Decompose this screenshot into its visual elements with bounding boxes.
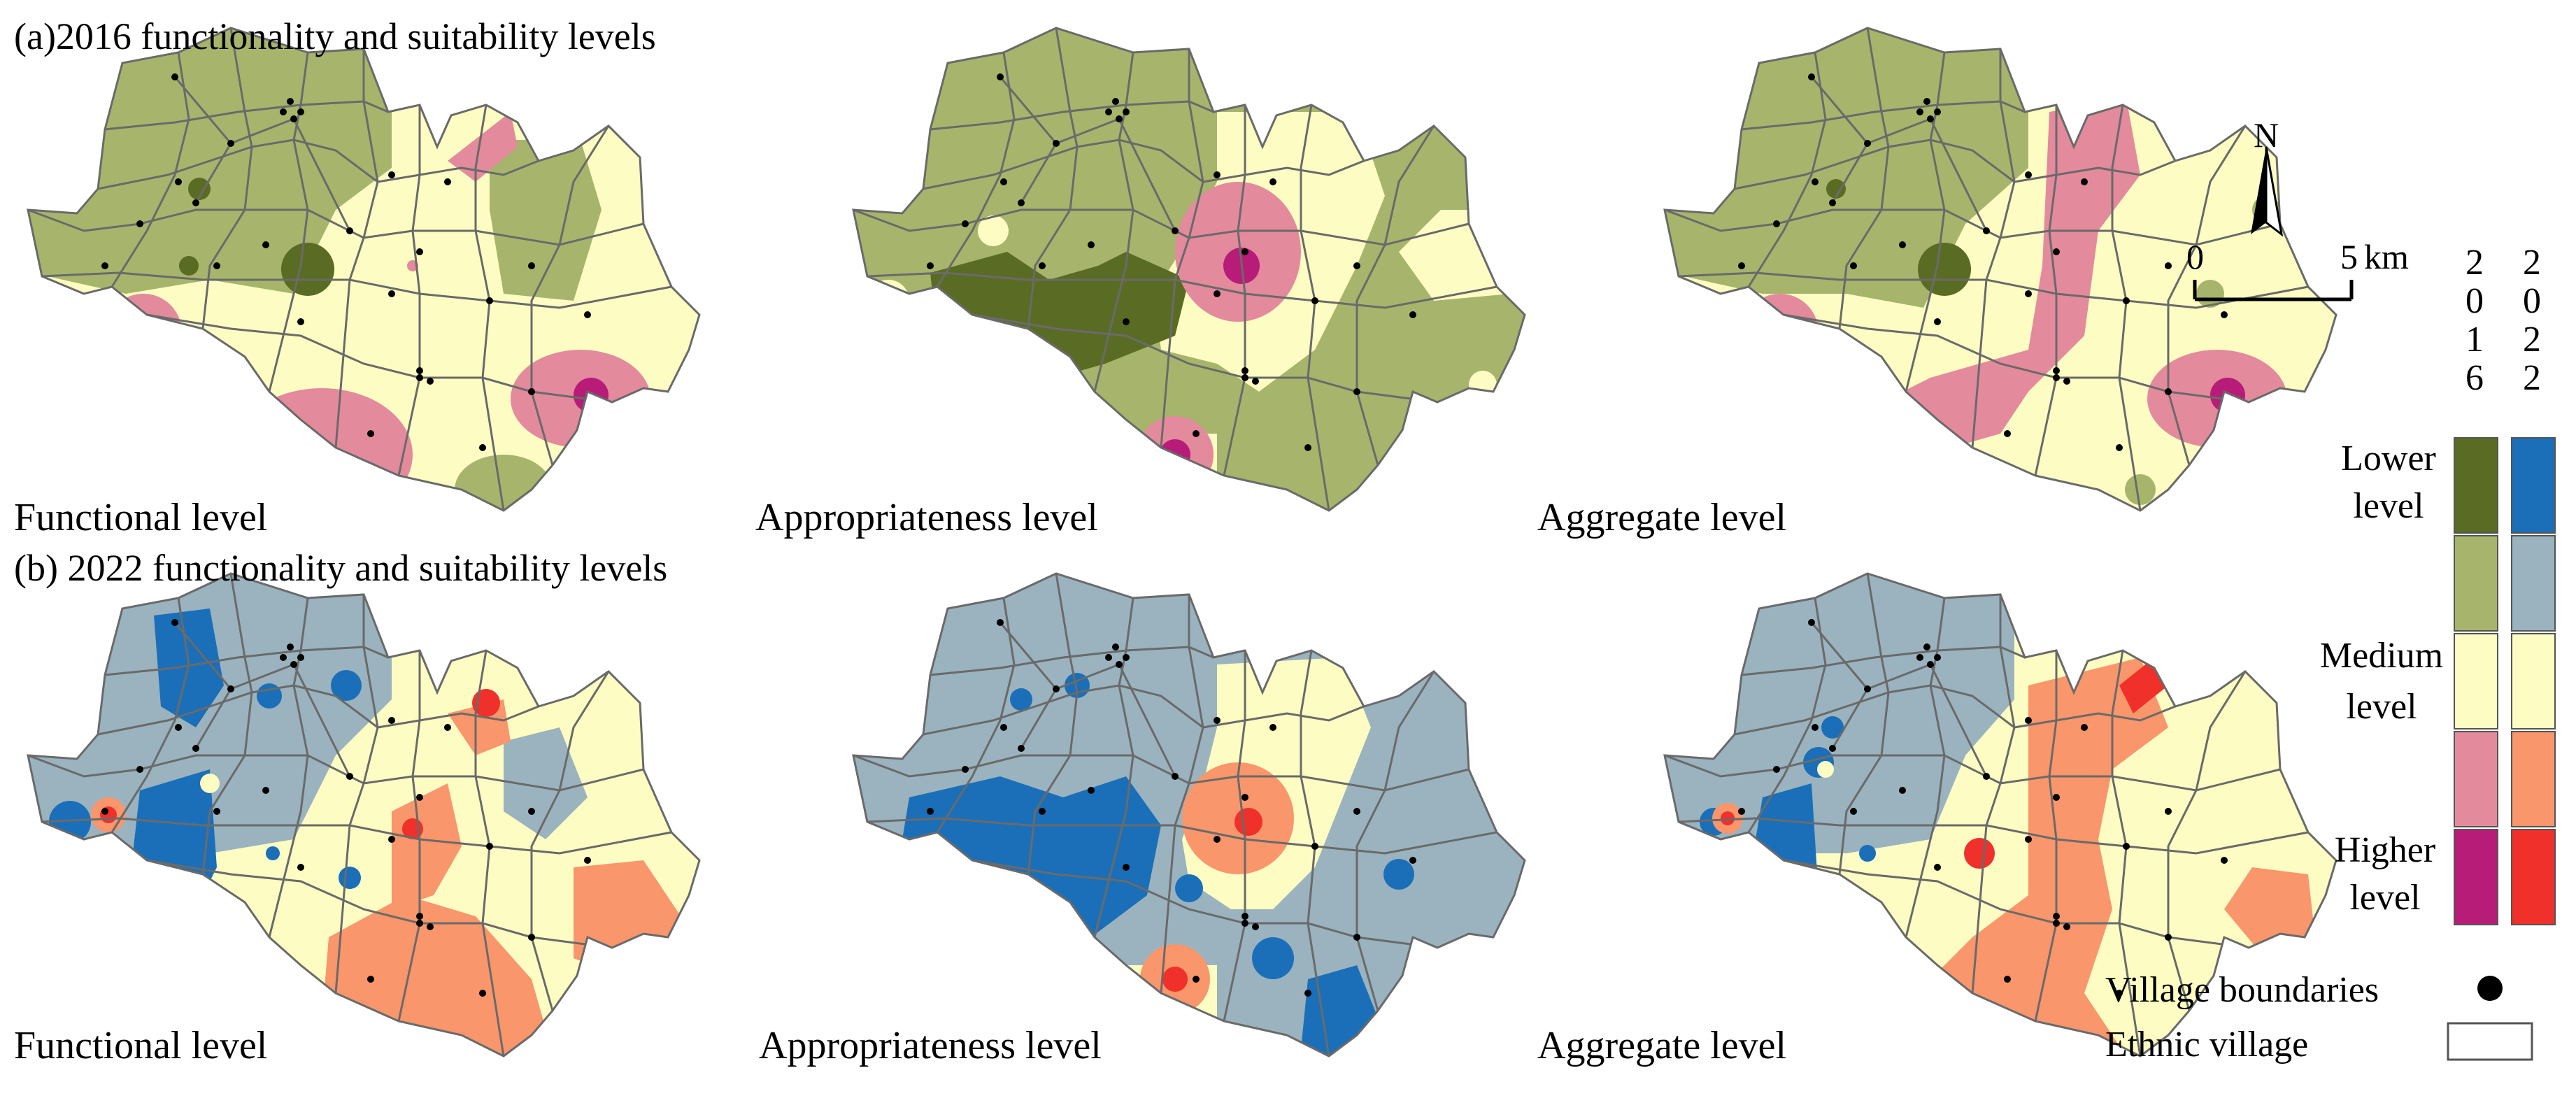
legend-lower-line2: level [2353,486,2424,526]
legend-higher-line1: Higher [2334,830,2436,870]
year-2016-digit-4: 6 [2465,358,2484,398]
legend-swatch-2022-medium-high [2511,731,2556,827]
year-2016-digit-2: 0 [2465,281,2484,321]
panel-label-2016-aggregate: Aggregate level [1537,496,1787,539]
panel-label-2022-functional: Functional level [14,1024,268,1067]
scale-end-label: 5 [2340,237,2358,276]
legend-lower-line1: Lower [2341,439,2436,478]
legend-village-boundaries-label: Village boundaries [2105,970,2379,1010]
north-arrow-icon [2251,146,2284,237]
scale-bar [2193,280,2354,301]
map-2022-aggregate [1663,572,2337,1058]
year-2022-digit-2: 0 [2523,281,2541,321]
year-2016-digit-3: 1 [2465,320,2484,360]
legend-ethnic-village-label: Ethnic village [2105,1025,2309,1065]
map-2016-aggregate [1663,27,2337,512]
legend-medium-line1: Medium [2319,636,2444,676]
map-2022-appropriateness [852,572,1526,1058]
scale-start-label: 0 [2186,237,2204,276]
legend-medium-line2: level [2346,687,2417,727]
legend-swatch-2016-higher [2454,829,2498,925]
year-2022-digit-1: 2 [2523,243,2541,283]
legend-higher-line2: level [2349,878,2421,918]
legend-swatch-2022-lower [2511,437,2556,534]
panel-label-2022-aggregate: Aggregate level [1537,1024,1787,1067]
map-2016-appropriateness [852,27,1526,512]
legend-swatch-2022-higher [2511,829,2556,925]
scale-unit-label: km [2364,237,2409,276]
village-boundaries-symbol-icon [2477,976,2503,1001]
legend-swatch-2016-lower [2454,437,2498,534]
north-label: N [2254,115,2279,155]
year-2016-digit-1: 2 [2465,243,2484,283]
legend-swatch-2016-medium [2454,633,2498,730]
legend-swatch-2016-medium-low [2454,535,2498,632]
panel-label-2022-appropriateness: Appropriateness level [759,1024,1102,1067]
year-2022-digit-4: 2 [2523,358,2541,398]
year-2022-digit-3: 2 [2523,320,2541,360]
legend-swatch-2022-medium-low [2511,535,2556,632]
legend-swatch-2016-medium-high [2454,731,2498,827]
legend-swatch-2022-medium [2511,633,2556,730]
map-2022-functional [27,572,701,1058]
panel-label-2016-functional: Functional level [14,496,268,539]
ethnic-village-symbol-icon [2447,1022,2533,1061]
map-2016-functional [27,27,701,512]
section-title-2022: (b) 2022 functionality and suitability l… [14,547,668,589]
section-title-2016: (a)2016 functionality and suitability le… [14,15,656,57]
panel-label-2016-appropriateness: Appropriateness level [755,496,1098,539]
